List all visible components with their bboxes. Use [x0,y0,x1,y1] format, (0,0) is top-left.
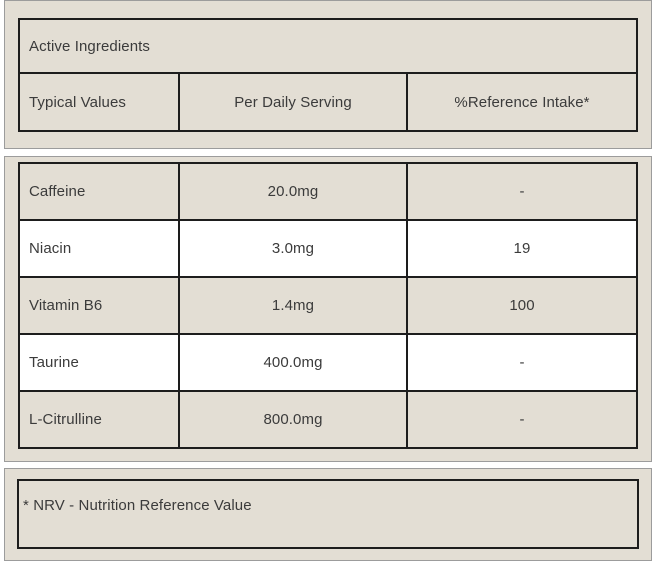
ingredient-nrv: 100 [406,276,638,335]
ingredients-table: Caffeine 20.0mg - Niacin 3.0mg 19 Vitami… [18,162,638,449]
ingredient-amount: 400.0mg [178,333,408,392]
table-row: Caffeine 20.0mg - [18,162,638,221]
table-row: Vitamin B6 1.4mg 100 [18,276,638,335]
table-row: Taurine 400.0mg - [18,333,638,392]
ingredient-nrv: - [406,162,638,221]
ingredient-nrv: - [406,390,638,449]
ingredient-name: Taurine [18,333,180,392]
ingredient-amount: 3.0mg [178,219,408,278]
table-title-row: Active Ingredients [18,18,638,74]
header-panel: Active Ingredients Typical Values Per Da… [4,0,652,149]
column-header-per-daily-serving: Per Daily Serving [178,72,408,132]
ingredient-name: Niacin [18,219,180,278]
table-row: Niacin 3.0mg 19 [18,219,638,278]
ingredient-name: Caffeine [18,162,180,221]
table-row: L-Citrulline 800.0mg - [18,390,638,449]
column-header-row: Typical Values Per Daily Serving %Refere… [18,72,638,132]
header-table: Active Ingredients Typical Values Per Da… [18,18,638,132]
ingredient-amount: 20.0mg [178,162,408,221]
ingredients-panel: Caffeine 20.0mg - Niacin 3.0mg 19 Vitami… [4,156,652,462]
ingredient-amount: 1.4mg [178,276,408,335]
ingredient-nrv: 19 [406,219,638,278]
ingredient-nrv: - [406,333,638,392]
column-header-typical-values: Typical Values [18,72,180,132]
ingredient-amount: 800.0mg [178,390,408,449]
footnote-text: * NRV - Nutrition Reference Value [23,497,252,514]
ingredient-name: L-Citrulline [18,390,180,449]
ingredient-name: Vitamin B6 [18,276,180,335]
table-title: Active Ingredients [18,18,638,74]
footnote-box: * NRV - Nutrition Reference Value [17,479,639,549]
footnote-panel: * NRV - Nutrition Reference Value [4,468,652,561]
column-header-reference-intake: %Reference Intake* [406,72,638,132]
